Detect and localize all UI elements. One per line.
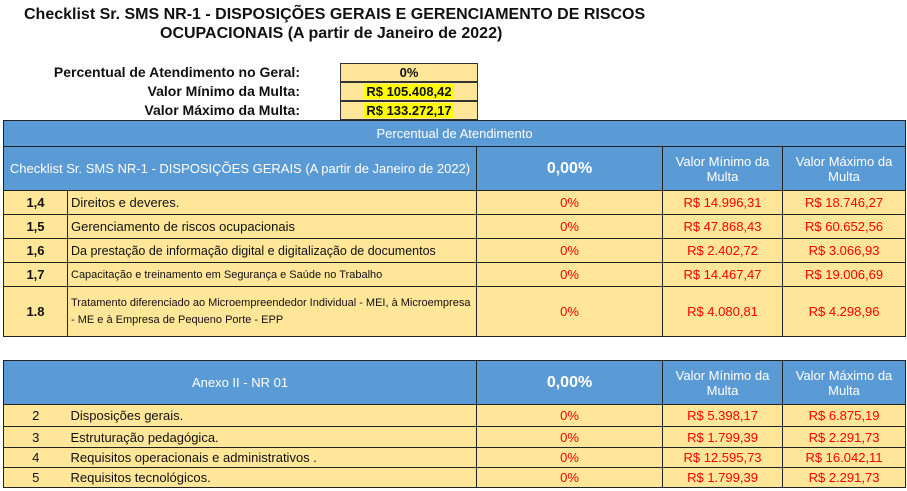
row-max-fine[interactable]: R$ 18.746,27 [781,190,907,215]
table-row: 3 Estruturação pedagógica. 0% R$ 1.799,3… [3,426,907,448]
max-fine-value: R$ 133.272,17 [364,103,454,118]
row-max-fine[interactable]: R$ 2.291,73 [782,467,907,488]
annex-header[interactable]: Anexo II - NR 01 [2,360,478,405]
table-row: 1,7 Capacitação e treinamento em Seguran… [3,262,907,287]
row-percent[interactable]: 0% [476,426,664,448]
row-number[interactable]: 2 [3,404,68,427]
row-percent[interactable]: 0% [476,286,663,337]
row-min-fine[interactable]: R$ 1.799,39 [662,426,784,448]
table-row: 1,6 Da prestação de informação digital e… [3,238,907,263]
row-min-fine[interactable]: R$ 4.080,81 [662,286,783,337]
annex-table: Anexo II - NR 01 0,00% Valor Mínimo da M… [2,360,907,488]
row-description[interactable]: Capacitação e treinamento em Segurança e… [67,262,477,287]
row-description[interactable]: Requisitos operacionais e administrativo… [67,447,478,468]
row-max-fine[interactable]: R$ 2.291,73 [782,426,907,448]
row-percent[interactable]: 0% [476,467,664,488]
table-row: 1,4 Direitos e deveres. 0% R$ 14.996,31 … [3,190,907,215]
row-min-fine[interactable]: R$ 14.467,47 [662,262,783,287]
row-min-fine[interactable]: R$ 47.868,43 [662,214,783,239]
max-fine-cell[interactable]: R$ 133.272,17 [340,101,478,120]
row-number[interactable]: 4 [3,447,68,468]
row-max-fine[interactable]: R$ 60.652,56 [781,214,907,239]
table-row: 1.8 Tratamento diferenciado ao Microempr… [3,286,907,337]
row-number[interactable]: 1.8 [3,286,68,337]
table-row: 2 Disposições gerais. 0% R$ 5.398,17 R$ … [3,404,907,427]
row-min-fine[interactable]: R$ 12.595,73 [662,447,784,468]
row-description[interactable]: Tratamento diferenciado ao Microempreend… [67,286,477,337]
min-fine-header[interactable]: Valor Mínimo da Multa [662,360,784,405]
row-percent[interactable]: 0% [476,214,663,239]
row-min-fine[interactable]: R$ 2.402,72 [662,238,783,263]
page-title-line1: Checklist Sr. SMS NR-1 - DISPOSIÇÕES GER… [24,6,646,23]
row-description[interactable]: Direitos e deveres. [67,190,477,215]
row-percent[interactable]: 0% [476,447,664,468]
table-row: 4 Requisitos operacionais e administrati… [3,447,907,468]
row-max-fine[interactable]: R$ 4.298,96 [781,286,907,337]
row-description[interactable]: Gerenciamento de riscos ocupacionais [67,214,477,239]
row-description[interactable]: Requisitos tecnológicos. [67,467,478,488]
annex-percent[interactable]: 0,00% [476,360,664,405]
overall-percent-label: Percentual de Atendimento no Geral: [53,64,300,80]
row-percent[interactable]: 0% [476,262,663,287]
row-percent[interactable]: 0% [476,238,663,263]
section-header[interactable]: Checklist Sr. SMS NR-1 - DISPOSIÇÕES GER… [3,146,477,191]
max-fine-label: Valor Máximo da Multa: [144,102,300,118]
row-min-fine[interactable]: R$ 1.799,39 [662,467,784,488]
row-number[interactable]: 3 [3,426,68,448]
row-description[interactable]: Disposições gerais. [67,404,478,427]
max-fine-header[interactable]: Valor Máximo da Multa [781,146,907,191]
row-min-fine[interactable]: R$ 5.398,17 [662,404,784,427]
row-description[interactable]: Estruturação pedagógica. [67,426,478,448]
checklist-table: Percentual de Atendimento Checklist Sr. … [2,120,907,337]
table-row: 5 Requisitos tecnológicos. 0% R$ 1.799,3… [3,467,907,488]
row-percent[interactable]: 0% [476,404,664,427]
row-number[interactable]: 1,7 [3,262,68,287]
min-fine-label: Valor Mínimo da Multa: [147,83,300,99]
row-number[interactable]: 1,4 [3,190,68,215]
overall-percent-value: 0% [399,65,419,80]
row-max-fine[interactable]: R$ 16.042,11 [782,447,907,468]
min-fine-header[interactable]: Valor Mínimo da Multa [662,146,783,191]
row-number[interactable]: 5 [3,467,68,488]
banner-cell[interactable]: Percentual de Atendimento [2,120,907,147]
row-number[interactable]: 1,6 [3,238,68,263]
page-title-line2: OCUPACIONAIS (A partir de Janeiro de 202… [160,25,503,42]
row-description[interactable]: Da prestação de informação digital e dig… [67,238,477,263]
section-percent[interactable]: 0,00% [476,146,663,191]
min-fine-cell[interactable]: R$ 105.408,42 [340,82,478,101]
row-max-fine[interactable]: R$ 19.006,69 [781,262,907,287]
row-max-fine[interactable]: R$ 3.066,93 [781,238,907,263]
table-row: 1,5 Gerenciamento de riscos ocupacionais… [3,214,907,239]
row-percent[interactable]: 0% [476,190,663,215]
row-min-fine[interactable]: R$ 14.996,31 [662,190,783,215]
min-fine-value: R$ 105.408,42 [364,84,454,99]
max-fine-header[interactable]: Valor Máximo da Multa [782,360,907,405]
row-max-fine[interactable]: R$ 6.875,19 [782,404,907,427]
row-number[interactable]: 1,5 [3,214,68,239]
overall-percent-cell[interactable]: 0% [340,63,478,82]
